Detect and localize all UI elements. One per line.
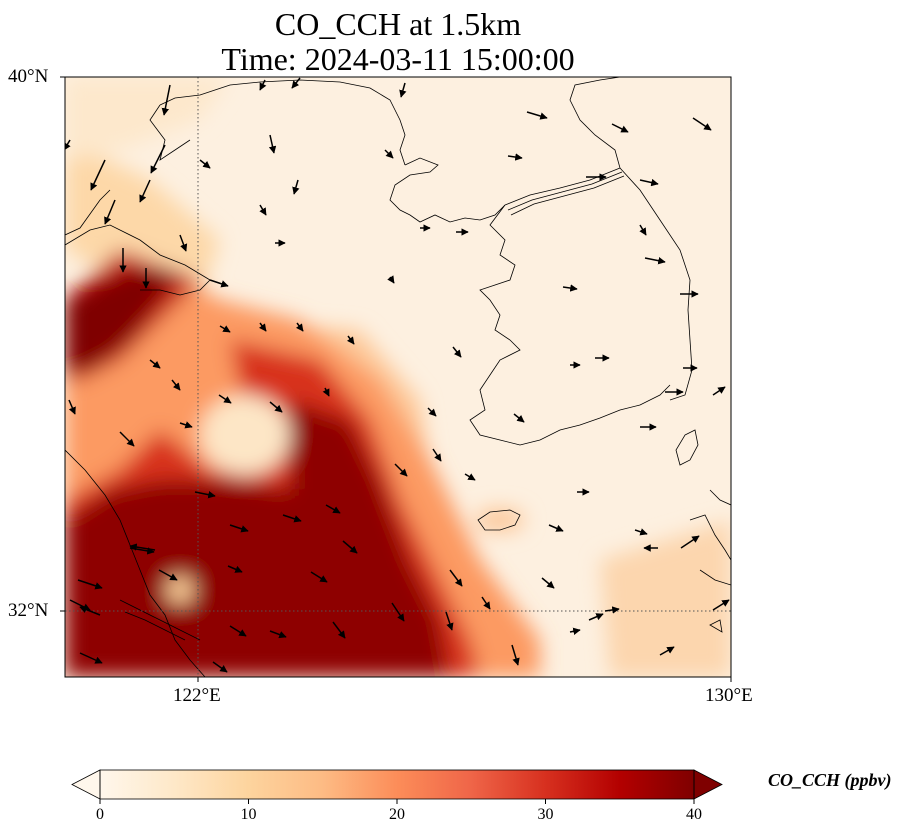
wind-arrow — [680, 535, 700, 549]
wind-arrow — [399, 82, 407, 98]
map-frame — [64, 76, 732, 678]
wind-arrow — [634, 528, 648, 536]
wind-arrow — [511, 644, 520, 666]
wind-arrow — [464, 473, 476, 481]
wind-arrow — [171, 379, 181, 391]
lat-tick-40n: 40°N — [8, 66, 49, 87]
wind-arrow — [150, 144, 166, 174]
wind-arrow — [292, 179, 300, 195]
map-title-line1: CO_CCH at 1.5km — [274, 6, 522, 42]
colorbar-tick-30: 30 — [537, 806, 554, 823]
wind-arrow — [445, 611, 454, 631]
colorbar-label: CO_CCH (ppbv) — [768, 770, 892, 790]
wind-arrow — [212, 661, 228, 673]
wind-arrow — [548, 524, 564, 532]
lon-tick-130e: 130°E — [705, 685, 753, 706]
wind-arrow — [588, 613, 604, 621]
wind-arrow — [269, 401, 283, 413]
wind-arrow — [644, 256, 666, 265]
wind-arrow — [391, 602, 405, 622]
wind-arrow — [384, 149, 394, 159]
wind-arrow — [322, 387, 330, 397]
wind-arrow — [229, 524, 249, 533]
wind-arrow — [269, 630, 287, 639]
wind-arrow — [342, 540, 358, 554]
lat-tick-32n: 32°N — [8, 600, 49, 621]
wind-arrow — [90, 159, 106, 191]
wind-arrow — [569, 627, 581, 636]
wind-arrow — [129, 547, 155, 555]
wind-arrow — [282, 514, 302, 523]
colorbar-tick-40: 40 — [686, 806, 702, 823]
map-title-line2: Time: 2024-03-11 15:00:00 — [221, 41, 575, 77]
colorbar-tick-10: 10 — [240, 806, 257, 823]
wind-arrow — [258, 322, 267, 332]
wind-arrow — [209, 279, 229, 288]
wind-arrow — [346, 335, 355, 345]
wind-arrow — [291, 77, 301, 89]
wind-arrow — [259, 204, 267, 216]
wind-arrow — [139, 179, 151, 203]
colorbar-tick-0: 0 — [96, 806, 104, 823]
colorbar — [71, 769, 723, 804]
wind-arrow — [541, 577, 555, 589]
wind-arrow — [526, 111, 548, 120]
wind-arrow — [229, 625, 247, 637]
wind-arrow — [268, 134, 277, 154]
wind-arrow — [310, 571, 328, 583]
wind-arrow — [104, 199, 116, 225]
wind-arrow — [219, 325, 231, 333]
wind-arrow — [507, 153, 523, 161]
wind-arrow — [730, 190, 731, 201]
wind-arrow — [449, 569, 463, 587]
wind-arrow — [79, 652, 103, 664]
wind-arrow — [712, 599, 730, 611]
wind-arrow — [295, 322, 304, 332]
wind-arrow — [158, 569, 178, 581]
lon-tick-122e: 122°E — [173, 685, 221, 706]
axis-ticks — [60, 76, 732, 682]
wind-arrow — [179, 234, 188, 252]
wind-arrow — [432, 448, 442, 462]
wind-arrow — [387, 275, 395, 284]
wind-arrow — [427, 407, 437, 417]
wind-arrow — [65, 139, 71, 151]
wind-arrow — [227, 565, 243, 573]
wind-arrow — [259, 79, 267, 91]
wind-arrow — [394, 463, 408, 477]
wind-vectors — [65, 77, 731, 673]
wind-arrow — [79, 606, 101, 616]
wind-arrow — [68, 399, 76, 415]
wind-arrow — [639, 178, 659, 187]
wind-arrow — [513, 413, 525, 423]
wind-arrow — [149, 359, 161, 369]
wind-arrow — [332, 621, 346, 639]
wind-arrow — [692, 117, 712, 131]
wind-arrow — [712, 386, 726, 396]
wind-arrow — [199, 159, 211, 169]
colorbar-tick-20: 20 — [389, 806, 405, 823]
wind-arrow — [325, 504, 341, 514]
wind-arrow — [481, 596, 491, 610]
wind-arrow — [179, 421, 193, 429]
wind-arrow — [194, 490, 216, 499]
wind-arrow — [639, 224, 647, 236]
wind-arrow — [119, 431, 135, 447]
wind-arrow — [161, 84, 171, 116]
wind-arrow — [562, 284, 578, 292]
wind-arrow — [604, 606, 620, 614]
wind-arrow — [77, 579, 103, 590]
wind-arrow — [659, 646, 675, 656]
concentration-field — [65, 77, 731, 677]
wind-arrow — [452, 346, 462, 358]
wind-arrow — [218, 394, 232, 404]
wind-arrow — [611, 123, 629, 133]
